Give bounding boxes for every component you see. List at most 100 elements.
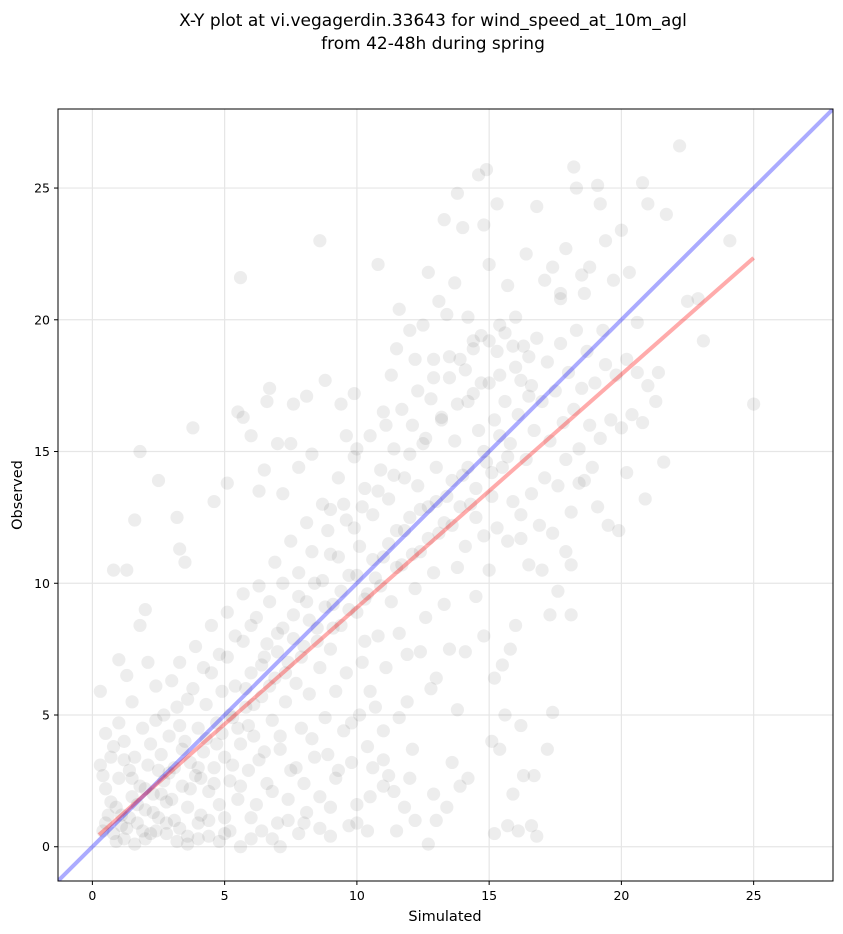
scatter-point <box>141 758 155 772</box>
scatter-point <box>233 779 248 793</box>
scatter-point <box>387 784 401 799</box>
scatter-point <box>575 268 589 282</box>
scatter-point <box>424 682 438 696</box>
scatter-point <box>315 497 330 511</box>
scatter-point <box>389 523 404 538</box>
scatter-point <box>191 816 205 830</box>
scatter-point <box>659 207 673 221</box>
scatter-point <box>173 655 187 669</box>
scatter-point <box>421 837 435 851</box>
scatter-point <box>244 832 258 846</box>
y-tick-label: 25 <box>34 181 50 196</box>
scatter-point <box>305 447 319 461</box>
scatter-point <box>456 220 470 235</box>
scatter-point <box>170 700 184 714</box>
scatter-point <box>368 700 383 714</box>
scatter-point <box>109 800 123 814</box>
scatter-point <box>191 761 205 775</box>
scatter-point <box>347 450 361 464</box>
scatter-point <box>170 834 184 849</box>
scatter-point <box>453 779 467 793</box>
scatter-point <box>490 344 504 359</box>
scatter-point <box>583 418 597 432</box>
scatter-point <box>376 753 390 767</box>
scatter-point <box>461 771 475 785</box>
scatter-point <box>469 589 483 604</box>
scatter-point <box>202 784 216 799</box>
scatter-point <box>614 223 628 237</box>
scatter-point <box>397 800 412 814</box>
x-axis-label: Simulated <box>408 909 481 925</box>
scatter-point <box>345 755 359 770</box>
scatter-point <box>429 494 443 509</box>
scatter-point <box>551 584 565 598</box>
scatter-point <box>477 529 491 543</box>
scatter-point <box>125 790 139 804</box>
scatter-point <box>202 829 216 843</box>
scatter-point <box>106 826 121 841</box>
scatter-point <box>207 494 221 509</box>
scatter-point <box>199 732 213 746</box>
scatter-point <box>625 408 639 422</box>
scatter-point <box>450 560 465 575</box>
scatter-point <box>561 365 576 380</box>
scatter-point <box>376 405 390 419</box>
scatter-point <box>159 826 174 841</box>
scatter-point <box>482 334 496 348</box>
scatter-point <box>392 711 406 725</box>
scatter-point <box>112 771 126 785</box>
scatter-point <box>598 357 613 372</box>
scatter-point <box>149 824 163 838</box>
scatter-point <box>606 273 621 287</box>
scatter-point <box>157 708 171 722</box>
scatter-point <box>175 742 189 756</box>
scatter-point <box>551 479 565 493</box>
scatter-point <box>191 832 205 846</box>
y-tick-label: 0 <box>42 839 50 854</box>
scatter-point <box>426 371 441 385</box>
scatter-point <box>392 626 406 640</box>
scatter-point <box>151 811 166 825</box>
scatter-point <box>149 679 163 693</box>
scatter-point <box>448 276 462 290</box>
scatter-point <box>204 666 219 680</box>
y-axis-label: Observed <box>10 460 26 530</box>
scatter-point <box>485 466 499 480</box>
scatter-point <box>310 621 324 635</box>
y-tick-label: 20 <box>34 312 50 327</box>
scatter-point <box>405 547 420 561</box>
scatter-point <box>408 813 422 827</box>
scatter-point <box>173 718 187 733</box>
scatter-point <box>413 645 427 659</box>
scatter-point <box>350 605 364 619</box>
scatter-point <box>305 545 319 559</box>
scatter-point <box>567 160 581 174</box>
scatter-point <box>553 286 568 301</box>
scatter-point <box>255 689 269 704</box>
scatter-point <box>268 671 282 685</box>
scatter-point <box>313 821 327 835</box>
scatter-point <box>403 510 417 524</box>
scatter-point <box>265 713 279 727</box>
scatter-point <box>580 344 594 359</box>
scatter-point <box>405 742 420 756</box>
scatter-point <box>358 481 372 496</box>
scatter-point <box>337 724 351 738</box>
scatter-point <box>408 581 422 596</box>
scatter-point <box>384 368 398 382</box>
scatter-point <box>474 328 488 343</box>
scatter-point <box>493 368 507 382</box>
scatter-point <box>270 816 285 830</box>
scatter-point <box>413 545 427 559</box>
scatter-point <box>218 826 232 841</box>
scatter-point <box>567 402 581 416</box>
scatter-point <box>239 700 253 714</box>
scatter-point <box>257 463 271 477</box>
scatter-point <box>133 618 147 633</box>
scatter-point <box>167 761 181 775</box>
scatter-point <box>284 763 298 777</box>
scatter-point <box>588 376 602 390</box>
scatter-point <box>426 352 441 366</box>
scatter-point <box>434 413 449 427</box>
scatter-point <box>270 645 285 659</box>
